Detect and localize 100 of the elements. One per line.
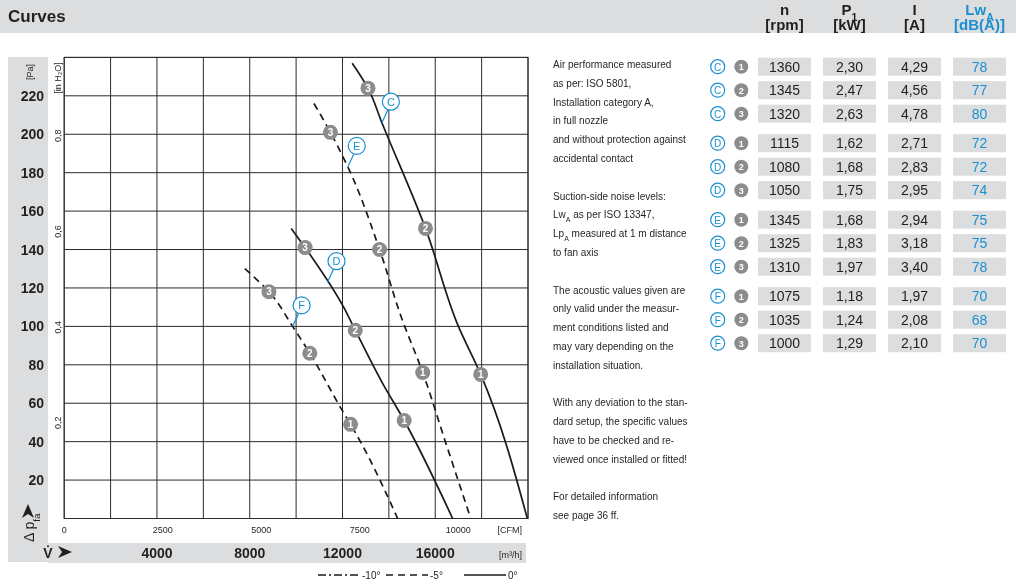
- y2-axis-title: [in H₂O]: [53, 62, 64, 94]
- y-tick-label: 100: [20, 318, 45, 335]
- text: -5°: [430, 570, 443, 581]
- text: 2,08: [900, 311, 929, 328]
- y-tick-label: 120: [20, 279, 45, 296]
- category-label: C: [714, 85, 722, 96]
- category-label: 2: [738, 238, 744, 249]
- chart-title: Curves: [8, 7, 66, 26]
- x-tick-label: 16000: [415, 545, 455, 561]
- x-axis-title: V̇: [43, 545, 54, 561]
- category-label: 3: [738, 262, 744, 273]
- category-label: D: [714, 161, 722, 173]
- text: 1050: [768, 182, 801, 199]
- category-label: F: [714, 314, 721, 326]
- annotation: 2: [422, 222, 429, 234]
- text: 2,83: [900, 158, 929, 175]
- text: 1345: [768, 82, 801, 99]
- text: 74: [971, 182, 988, 199]
- text: 1,68: [835, 211, 864, 228]
- category-label: 1: [738, 62, 744, 73]
- text: 1,97: [835, 258, 864, 275]
- category-label: 3: [738, 338, 744, 349]
- category-label: n [rpm]: [765, 1, 804, 33]
- y-tick-label: 60: [28, 395, 45, 412]
- text: 1035: [768, 311, 801, 328]
- text: 2,71: [900, 135, 929, 152]
- y-tick-label: 140: [20, 241, 45, 258]
- text: 1,83: [835, 235, 864, 252]
- text: 68: [971, 311, 988, 328]
- text: 1,29: [835, 335, 864, 352]
- series-label: C: [386, 95, 395, 108]
- x-tick-label: 12000: [323, 545, 363, 561]
- category-label: 1: [738, 138, 744, 149]
- category-label: Lw$_{A}$ [dB(A)]: [954, 1, 1005, 33]
- text: 2,10: [900, 335, 929, 352]
- text: 78: [971, 258, 988, 275]
- text: 2,30: [835, 58, 864, 75]
- annotation: 3: [365, 82, 372, 94]
- text: 4,29: [900, 58, 929, 75]
- text: 80: [971, 105, 988, 122]
- x-tick-label: 8000: [234, 545, 266, 561]
- text: With any deviation to the stan- dard setup, the specific values have to be checked and re- viewed once installed or fitted!: [553, 397, 688, 465]
- text: 4,56: [900, 82, 929, 99]
- x2-tick-label: 5000: [251, 525, 272, 535]
- series-label: F: [298, 299, 306, 312]
- text: 3,40: [900, 258, 929, 275]
- text: 78: [971, 58, 988, 75]
- annotation: 2: [376, 244, 383, 256]
- text: 0°: [508, 570, 518, 581]
- y2-tick-label: 0,4: [53, 320, 64, 334]
- text: 75: [971, 211, 988, 228]
- category-label: 2: [738, 85, 744, 96]
- category-label: E: [714, 238, 722, 249]
- x-tick-label: 4000: [141, 545, 173, 561]
- y-tick-label: 20: [28, 472, 45, 489]
- y-tick-label: 160: [20, 203, 45, 220]
- x2-tick-label: 10000: [445, 525, 471, 535]
- annotation: 1: [347, 418, 354, 430]
- text: 1000: [768, 335, 801, 352]
- text: 2,95: [900, 182, 929, 199]
- y-tick-label: 40: [28, 433, 45, 450]
- text: 1325: [768, 235, 801, 252]
- text: 2,94: [900, 211, 929, 228]
- x2-tick-label: 2500: [152, 525, 173, 535]
- text: 1,24: [835, 311, 864, 328]
- x2-axis-title: [CFM]: [497, 525, 522, 535]
- y-tick-label: 80: [28, 356, 45, 373]
- y-tick-label: 200: [20, 126, 45, 143]
- line-series: [351, 62, 529, 520]
- category-label: E: [714, 214, 722, 226]
- text: Air performance measured as per: ISO 5801, Installation category A, in full nozzle and without protection against accidental contact: [553, 59, 687, 164]
- text: Suction-side noise levels: Lw$_{A}$ as per ISO 13347, Lp$_{A}$ measured at 1 m distance to fan axis: [553, 190, 688, 258]
- text: 75: [971, 235, 988, 252]
- text: [Pa]: [25, 63, 35, 81]
- text: 2,63: [835, 105, 864, 122]
- line-series: [244, 267, 399, 520]
- y2-tick-label: 0,2: [53, 416, 64, 430]
- text: 77: [971, 82, 988, 99]
- y2-tick-label: 0,6: [53, 225, 64, 238]
- category-label: C: [714, 108, 722, 120]
- text: 1080: [768, 158, 801, 175]
- text: For detailed information see page 36 ff.: [553, 491, 659, 522]
- category-label: D: [714, 185, 722, 196]
- text: 1310: [768, 258, 801, 275]
- y2-tick-label: 0,8: [53, 129, 64, 143]
- annotation: 3: [302, 242, 309, 254]
- category-label: 3: [738, 109, 744, 120]
- annotation: 3: [327, 126, 334, 138]
- text: 1075: [768, 288, 801, 305]
- y-tick-label: 220: [20, 87, 45, 104]
- series-label: E: [353, 139, 361, 152]
- category-label: E: [714, 261, 722, 273]
- text: 2,47: [835, 82, 864, 99]
- text: The acoustic values given are only valid under the measur- ment conditions listed and may vary depending on the installation situation.: [553, 284, 686, 371]
- category-label: 2: [738, 162, 744, 173]
- annotation: 1: [477, 368, 484, 380]
- text: 72: [971, 158, 988, 175]
- text: 3,18: [900, 235, 929, 252]
- text: 1320: [768, 105, 801, 122]
- text: 1115: [769, 135, 800, 152]
